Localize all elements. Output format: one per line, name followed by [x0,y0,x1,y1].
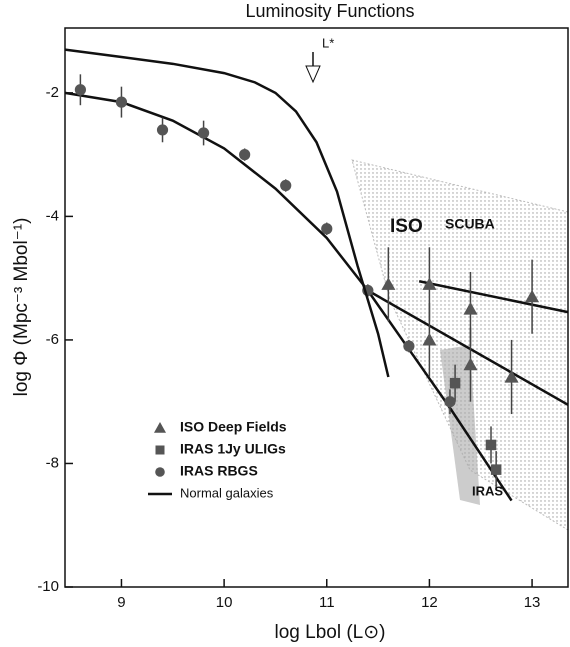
series-line [64,48,390,378]
circle-marker [156,124,169,136]
triangle-marker [422,277,437,290]
x-tick-label: 9 [117,594,125,611]
triangle-marker [463,357,478,371]
y-tick-label: -10 [37,578,59,595]
iso-region [351,159,569,531]
fit-line [418,280,569,314]
circle-marker [280,179,292,192]
legend-label: IRAS RBGS [180,463,258,479]
annotation: SCUBA [445,216,495,232]
chart-title: Luminosity Functions [245,1,414,21]
triangle-marker [525,289,540,303]
x-tick-label: 12 [421,594,438,611]
square-marker [490,464,502,475]
circle-marker [115,96,128,108]
x-tick-label: 10 [216,594,233,611]
plot-frame [64,27,569,588]
lstar-arrowhead [305,65,321,84]
annotation: L* [322,35,334,50]
circle-marker [74,84,86,96]
legend-label: IRAS 1Jy ULIGs [180,441,286,457]
fit-line [367,289,569,406]
y-tick-label: -4 [46,207,59,224]
triangle-marker [463,302,478,315]
square-marker [449,377,461,389]
annotation: IRAS [472,483,503,498]
x-axis-label: log Lbol (L⊙) [275,622,386,643]
square-marker [155,445,165,455]
square-marker [485,439,497,451]
triangle-marker [504,369,519,383]
circle-marker [239,149,251,161]
circle-marker [444,396,456,408]
circle-marker [321,223,333,235]
x-tick-label: 11 [319,594,335,611]
triangle-marker [381,277,396,290]
y-axis-label: log Φ (Mpc⁻³ Mbol⁻¹) [11,218,32,397]
circle-marker [155,467,165,477]
x-tick-label: 13 [524,594,541,611]
legend-label: Normal galaxies [180,485,274,500]
legend-label: ISO Deep Fields [180,419,287,435]
annotation: ISO [390,216,423,237]
triangle-marker [422,332,437,346]
fit-line [64,91,513,502]
circle-marker [197,127,210,139]
y-tick-label: -6 [46,331,59,348]
y-tick-label: -8 [46,454,59,471]
triangle-marker [154,422,166,433]
circle-marker [403,340,415,352]
y-tick-label: -2 [46,84,59,101]
